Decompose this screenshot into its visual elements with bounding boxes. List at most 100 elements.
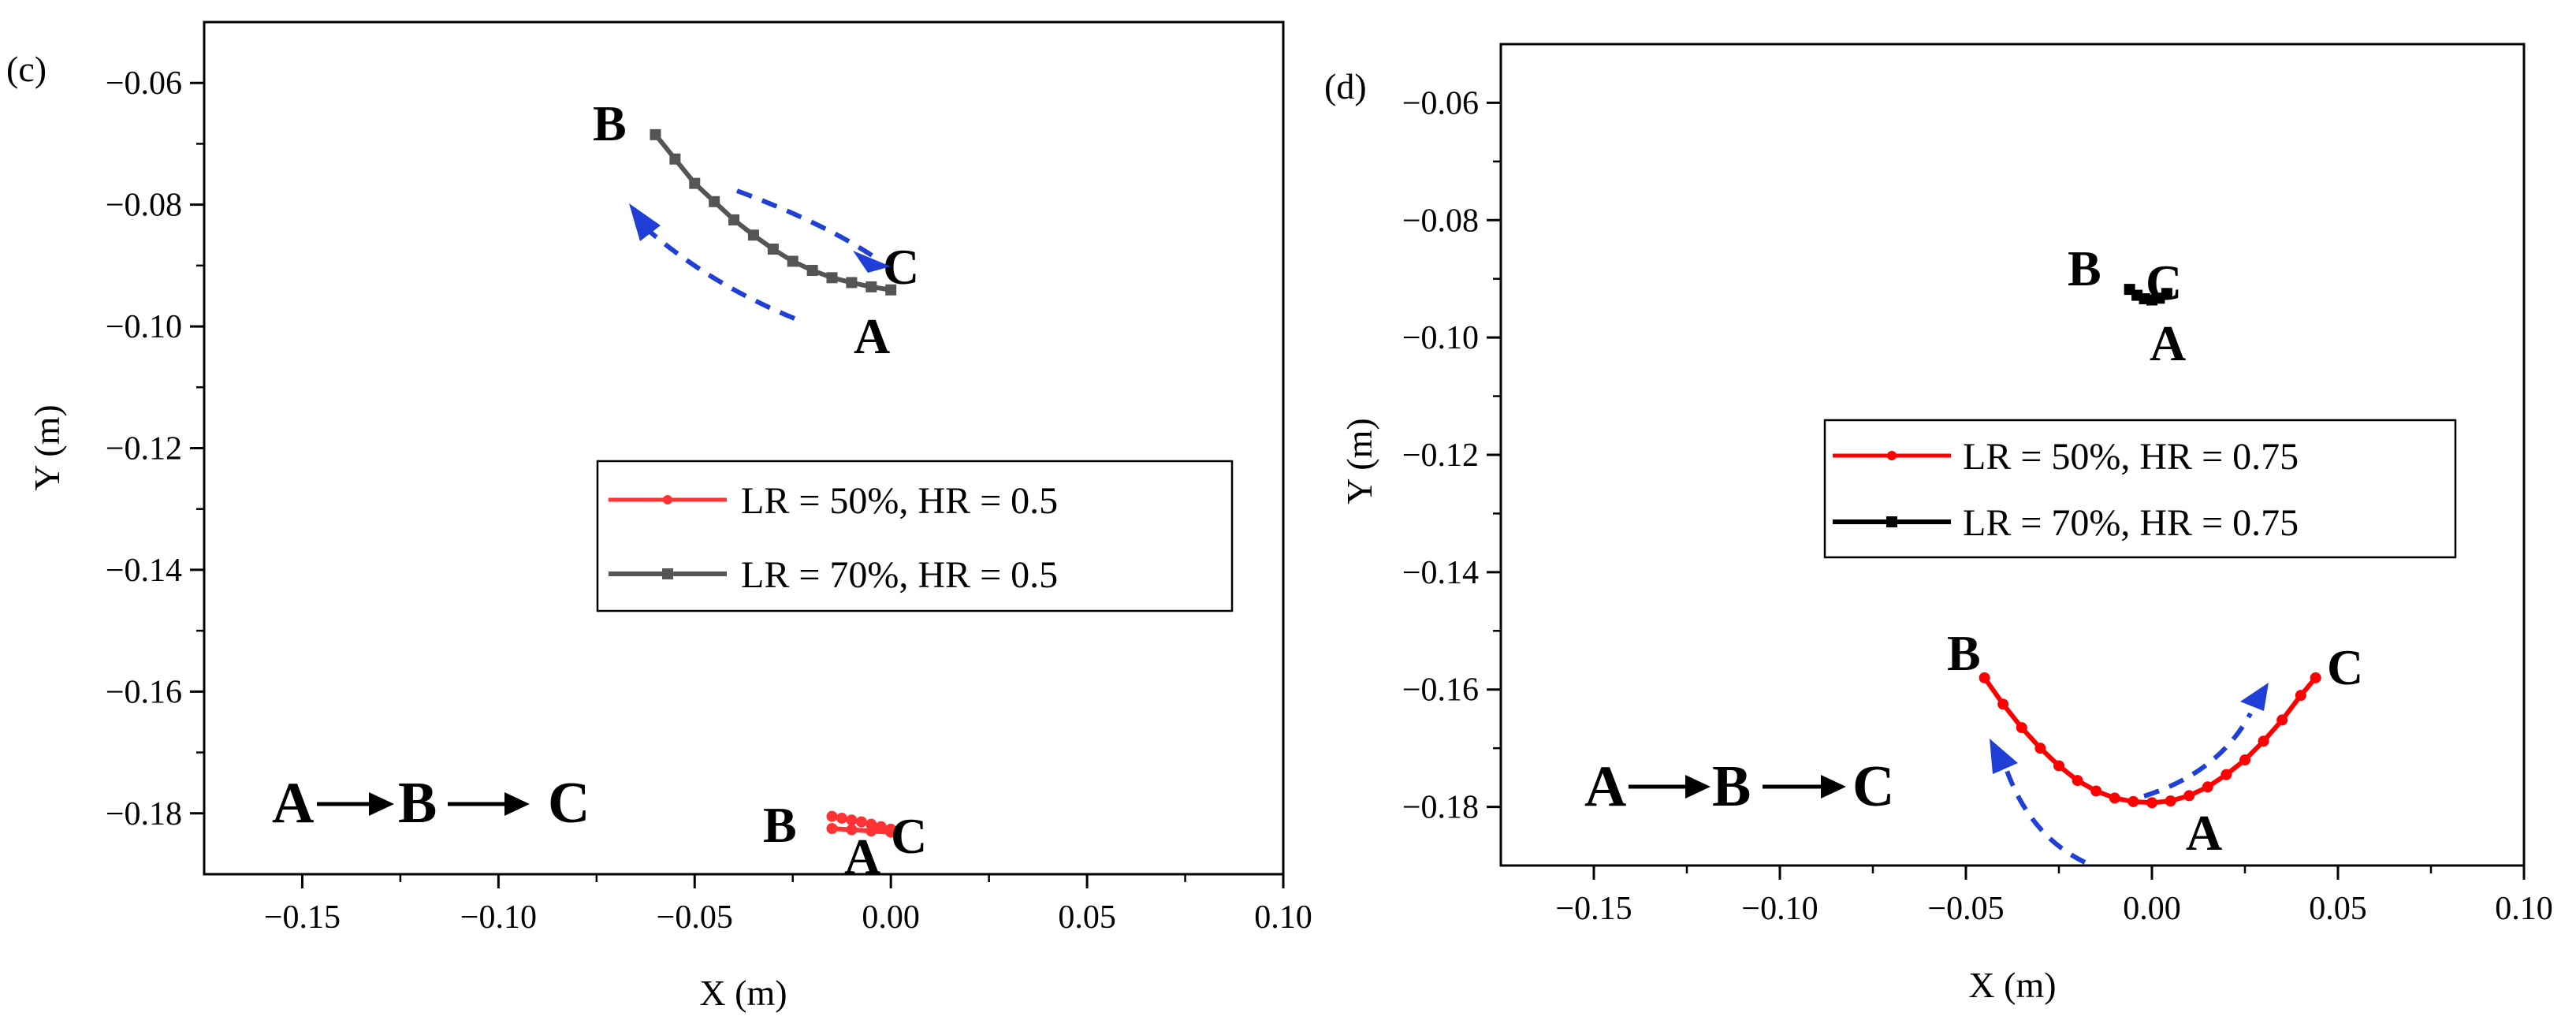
data-point-c-1-5 [747,229,759,241]
y-tick-label-c-2: −0.10 [106,309,182,345]
series-layer-d [1979,284,2321,809]
x-tick-label-d-4: 0.05 [2309,891,2367,927]
point-label-b-lower-d: B [1947,625,1981,681]
data-point-d-0-17 [2295,690,2306,702]
legend-item-d-0: LR = 50%, HR = 0.75 [1833,436,2299,478]
x-tick-label-d-0: −0.15 [1555,891,1632,927]
y-ticks-d: −0.06 −0.08 −0.10 −0.12 −0.14 −0.16 −0.18 [1402,85,1501,826]
point-label-c-upper-d: C [2146,255,2182,311]
x-tick-label-c-4: 0.05 [1058,899,1116,936]
point-label-b-upper-d: B [2068,240,2101,296]
x-ticks-c: −0.15 −0.10 −0.05 0.00 0.05 0.10 [264,874,1312,936]
y-tick-label-d-5: −0.16 [1402,672,1479,709]
sequence-c-d: C [1852,754,1894,819]
y-tick-label-d-4: −0.14 [1402,555,1479,591]
data-point-d-0-10 [2165,795,2176,807]
x-tick-label-d-5: 0.10 [2495,891,2553,927]
point-label-c-lower-c: C [891,808,927,864]
data-point-d-0-5 [2072,775,2083,787]
data-point-c-0-9 [846,824,858,836]
y-axis-title-d: Y (m) [1339,418,1379,504]
series-layer-c [650,128,897,838]
data-point-c-0-8 [865,825,877,837]
direction-arrow-forward-d [2143,683,2269,799]
data-point-c-1-7 [787,255,798,267]
y-tick-label-d-6: −0.18 [1402,790,1479,826]
data-point-d-0-1 [1997,698,2009,710]
legend-box-c [596,460,1234,612]
data-point-d-0-11 [2183,790,2195,802]
x-tick-label-c-5: 0.10 [1254,899,1312,936]
data-point-c-1-0 [650,128,661,140]
panel-label-d: (d) [1324,66,1367,106]
x-tick-label-d-1: −0.10 [1741,891,1818,927]
y-tick-label-c-3: −0.12 [106,431,182,467]
x-axis-title-c: X (m) [699,973,787,1013]
panel-label-c: (c) [6,49,47,89]
series-line-c-1 [653,132,892,292]
data-point-c-1-12 [885,284,897,296]
data-point-c-1-8 [806,265,818,277]
direction-arrow-forward-c [735,188,891,273]
x-tick-label-c-0: −0.15 [264,899,341,936]
y-tick-label-c-6: −0.18 [106,796,182,832]
data-point-c-0-0 [826,810,838,822]
point-label-b-lower-c: B [763,797,797,853]
sequence-label-d: A B C [1584,754,1894,819]
data-point-c-0-2 [846,814,858,826]
sequence-a-c: A [272,771,314,836]
legend-label-c-1: LR = 70%, HR = 0.5 [741,554,1058,596]
data-point-d-0-13 [2220,769,2232,780]
data-point-c-0-3 [855,816,867,828]
data-point-d-0-0 [1979,672,1990,683]
sequence-label-c: A B C [272,771,590,836]
data-point-d-0-4 [2053,760,2064,772]
panel-d: (d) −0.15 −0.10 −0.05 0.00 0.05 0.10 −0.06−0.… [1324,43,2553,1005]
legend-c: LR = 50%, HR = 0.5 LR = 70%, HR = 0.5 [596,460,1234,612]
legend-item-c-0: LR = 50%, HR = 0.5 [609,480,1058,522]
x-axis-title-d: X (m) [1968,965,2056,1005]
y-tick-label-d-2: −0.10 [1402,320,1479,356]
y-axis-title-c: Y (m) [27,404,67,490]
data-point-d-0-8 [2127,795,2139,807]
data-point-d-0-2 [2016,722,2027,734]
x-tick-label-d-2: −0.05 [1927,891,2004,927]
y-tick-label-d-1: −0.08 [1402,203,1479,239]
data-point-d-0-14 [2239,754,2250,766]
y-tick-label-c-4: −0.14 [106,553,182,589]
legend-box-d [1823,419,2457,559]
data-point-c-1-2 [689,177,701,189]
legend-label-d-0: LR = 50%, HR = 0.75 [1963,436,2299,478]
point-label-a-upper-c: A [854,308,890,364]
plot-frame-c [203,20,1285,876]
legend-d: LR = 50%, HR = 0.75 LR = 70%, HR = 0.75 [1823,419,2457,559]
data-point-d-0-7 [2109,792,2120,804]
data-point-d-1-5 [2161,288,2172,300]
data-point-c-1-6 [767,244,779,255]
x-tick-label-d-3: 0.00 [2123,891,2181,927]
x-tick-label-c-1: −0.10 [460,899,537,936]
data-point-c-1-9 [826,272,838,284]
y-ticks-c: −0.06 −0.08 −0.10 −0.12 −0.14 −0.16 −0.18 [106,65,204,832]
data-point-c-1-11 [865,281,877,292]
data-point-d-0-6 [2090,785,2102,797]
data-point-c-1-4 [728,214,740,225]
data-point-d-0-18 [2310,672,2321,683]
point-label-b-upper-c: B [593,95,627,151]
point-label-a-lower-c: A [844,828,880,884]
x-tick-label-c-3: 0.00 [862,899,920,936]
legend-item-c-1: LR = 70%, HR = 0.5 [609,554,1058,596]
panel-c: (c) −0.15 −0.10 −0.05 0.00 0.05 0.10 −0.06−0.… [6,20,1312,1013]
data-point-c-1-3 [709,195,720,207]
sequence-b-d: B [1712,754,1751,819]
y-tick-label-c-1: −0.08 [106,188,182,224]
point-label-c-lower-d: C [2327,639,2363,695]
y-tick-label-d-3: −0.12 [1402,437,1479,474]
data-point-c-0-1 [836,812,847,824]
sequence-a-d: A [1584,754,1626,819]
data-point-d-0-16 [2276,714,2288,726]
direction-arrow-backward-d [1990,739,2086,865]
data-point-c-1-1 [669,153,681,165]
data-point-d-0-3 [2034,743,2046,754]
